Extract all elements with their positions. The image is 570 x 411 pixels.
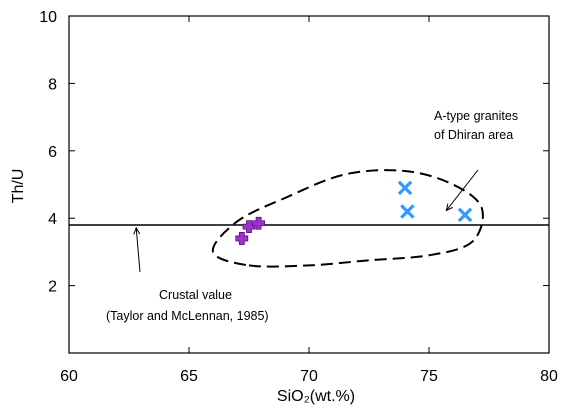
x-tick-label: 75 — [420, 368, 438, 385]
axis-tick-labels: 60 65 70 75 80 2 4 6 8 10 — [39, 9, 558, 385]
x-tick-label: 60 — [60, 368, 78, 385]
x-axis-title: SiO₂(wt.%) — [277, 388, 355, 405]
y-tick-label: 6 — [48, 144, 57, 161]
y-axis-title: Th/U — [10, 169, 27, 204]
data-markers — [235, 180, 473, 245]
y-tick-label: 2 — [48, 279, 57, 296]
crustal-label-line-1: Crustal value — [159, 288, 232, 302]
crustal-arrowhead — [133, 226, 141, 235]
a-type-arrow — [446, 169, 479, 211]
x-tick-label: 65 — [180, 368, 198, 385]
plus-marker — [252, 216, 265, 230]
plus-marker — [235, 232, 249, 245]
x-marker — [457, 207, 473, 223]
a-type-arrowhead — [445, 203, 453, 212]
y-tick-label: 8 — [48, 76, 57, 93]
axis-ticks — [68, 15, 550, 353]
plot-area-frame — [68, 15, 550, 354]
y-tick-label: 4 — [48, 211, 57, 228]
x-tick-label: 80 — [540, 368, 558, 385]
x-marker — [397, 180, 413, 196]
crustal-label-line-2: (Taylor and McLennan, 1985) — [106, 309, 269, 323]
a-type-label-line-2: of Dhiran area — [434, 128, 513, 142]
a-type-granite-field-outline — [211, 169, 484, 268]
x-tick-label: 70 — [300, 368, 318, 385]
crustal-arrow — [135, 227, 141, 273]
plus-marker — [242, 220, 256, 234]
a-type-label-line-1: A-type granites — [434, 109, 518, 123]
y-tick-label: 10 — [39, 9, 57, 26]
x-marker — [400, 204, 415, 219]
